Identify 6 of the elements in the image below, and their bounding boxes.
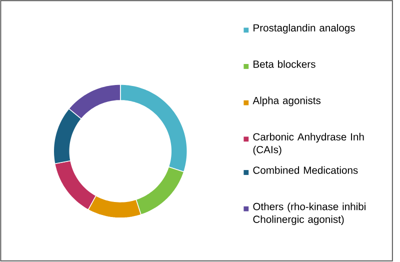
legend-label: Carbonic Anhydrase Inh (CAIs)	[253, 133, 364, 156]
legend-label: Combined Medications	[253, 166, 358, 174]
legend-label: Others (rho-kinase inhibi Cholinergic agonist)	[253, 202, 366, 226]
legend-label: Alpha agonists	[252, 96, 321, 106]
legend-label: Beta blockers	[254, 60, 316, 68]
legend-label: Prostaglandin analogs	[254, 24, 355, 34]
